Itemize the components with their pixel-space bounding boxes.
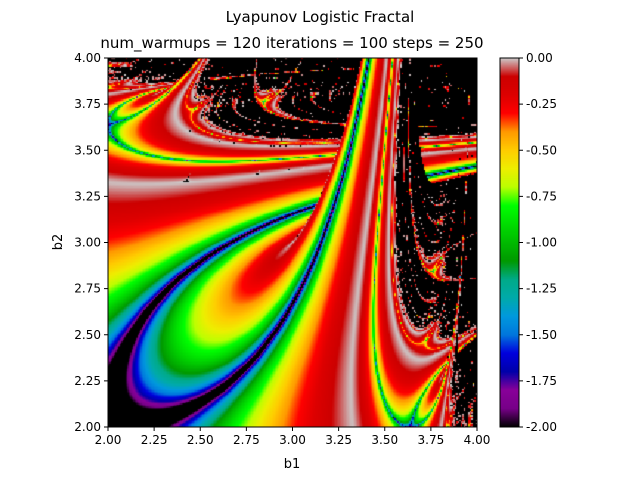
colorbar-tick-label: -1.50 xyxy=(526,328,557,342)
x-tick-label: 2.75 xyxy=(233,433,260,447)
x-axis: 2.00 2.25 2.50 2.75 3.00 3.25 3.50 3.75 4.00 xyxy=(95,427,491,447)
colorbar-tick-label: 0.00 xyxy=(526,51,553,65)
y-axis: 2.00 2.25 2.50 2.75 3.00 3.25 3.50 3.75 4.00 xyxy=(74,51,108,434)
colorbar-tick-label: -1.00 xyxy=(526,236,557,250)
colorbar-tick-label: -1.75 xyxy=(526,374,557,388)
x-tick-label: 2.25 xyxy=(141,433,168,447)
y-tick-label: 3.50 xyxy=(74,143,101,157)
x-tick-label: 3.00 xyxy=(279,433,306,447)
x-axis-label: b1 xyxy=(284,457,301,472)
y-axis-label: b2 xyxy=(51,234,66,251)
heatmap-plot-area xyxy=(108,58,477,427)
heatmap-canvas xyxy=(108,58,477,427)
colorbar-tick-label: -0.25 xyxy=(526,97,557,111)
x-tick-label: 4.00 xyxy=(464,433,491,447)
y-tick-label: 3.75 xyxy=(74,97,101,111)
x-tick-label: 2.00 xyxy=(95,433,122,447)
colorbar-tick-label: -0.75 xyxy=(526,189,557,203)
chart-title: Lyapunov Logistic Fractal xyxy=(226,8,415,26)
y-tick-label: 2.75 xyxy=(74,282,101,296)
chart-subtitle: num_warmups = 120 iterations = 100 steps… xyxy=(100,34,483,53)
x-tick-label: 3.75 xyxy=(418,433,445,447)
y-tick-label: 4.00 xyxy=(74,51,101,65)
colorbar-tick-label: -0.50 xyxy=(526,143,557,157)
y-tick-label: 2.00 xyxy=(74,420,101,434)
x-tick-label: 3.50 xyxy=(371,433,398,447)
y-tick-label: 2.50 xyxy=(74,328,101,342)
y-tick-label: 2.25 xyxy=(74,374,101,388)
colorbar-gradient xyxy=(500,58,519,427)
y-tick-label: 3.00 xyxy=(74,236,101,250)
x-tick-label: 2.50 xyxy=(187,433,214,447)
y-tick-label: 3.25 xyxy=(74,189,101,203)
colorbar-area xyxy=(500,58,519,427)
colorbar-axis: -2.00 -1.75 -1.50 -1.25 -1.00 -0.75 -0.50 -0.25… xyxy=(519,51,557,434)
colorbar-tick-label: -2.00 xyxy=(526,420,557,434)
x-tick-label: 3.25 xyxy=(325,433,352,447)
colorbar-tick-label: -1.25 xyxy=(526,282,557,296)
